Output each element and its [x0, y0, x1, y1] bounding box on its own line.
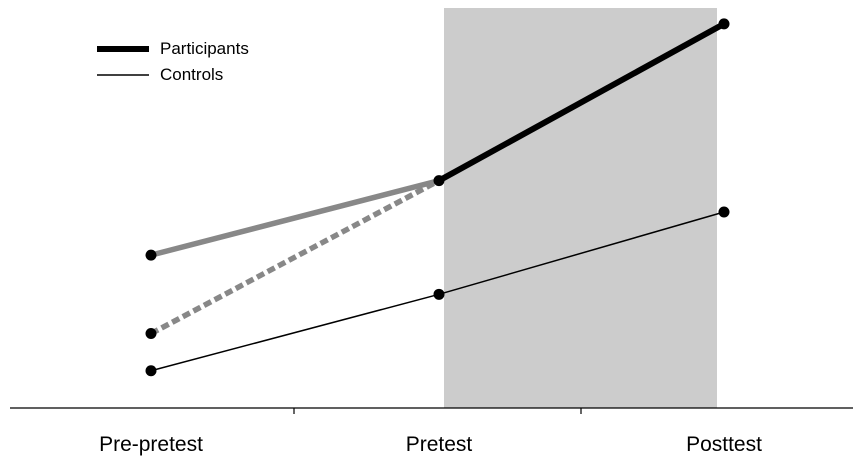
series-0-segment-0: [437, 21, 726, 184]
x-tick-label-0: Pre-pretest: [99, 433, 203, 456]
series-2-segment-0: [150, 177, 440, 258]
series-1-segment-0: [150, 293, 440, 372]
series-3-segment-0: [149, 178, 441, 336]
series-0-point-1: [433, 175, 445, 187]
series-1-point-1: [433, 288, 445, 300]
legend-label-1: Controls: [160, 65, 223, 84]
legend-label-0: Participants: [160, 39, 249, 58]
x-tick-label-2: Posttest: [686, 433, 762, 456]
series-3-point-0: [145, 328, 157, 340]
series-0-point-2: [718, 18, 730, 30]
series-1-segment-1: [438, 211, 725, 296]
series-1-point-2: [718, 206, 730, 218]
shaded-region: [444, 8, 717, 408]
x-tick-label-1: Pretest: [406, 433, 473, 456]
series-1-point-0: [145, 365, 157, 377]
series-2-point-0: [145, 249, 157, 261]
